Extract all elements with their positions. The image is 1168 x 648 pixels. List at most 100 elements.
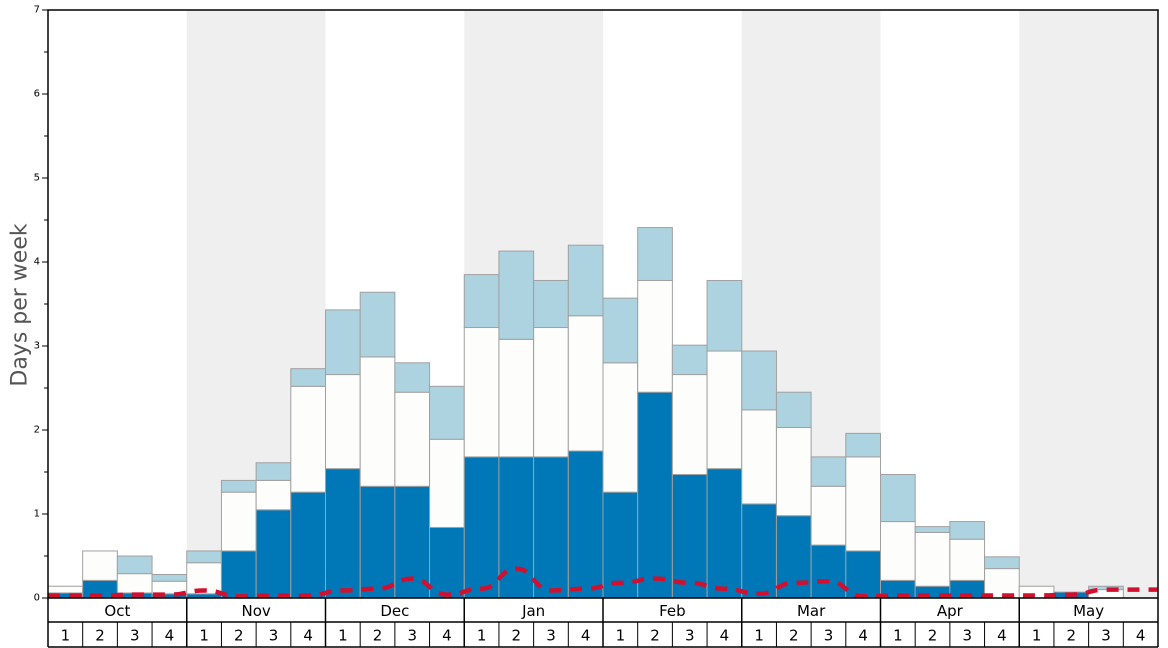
- week-label: 1: [338, 627, 348, 645]
- month-band-may: [1019, 10, 1158, 598]
- bar-top-23: [845, 432, 881, 458]
- bar-top-15: [567, 244, 604, 317]
- bar-bottom-18: [671, 474, 708, 599]
- y-tick-label: 2: [34, 425, 40, 436]
- bar-bottom-19: [706, 468, 743, 599]
- bar-bottom-20: [741, 503, 777, 599]
- bar-bottom-14: [533, 456, 569, 599]
- bar-middle-14: [533, 327, 569, 458]
- bar-top-12: [463, 274, 500, 329]
- week-label: 3: [269, 627, 279, 645]
- bar-top-16: [602, 297, 639, 364]
- bar-top-25: [914, 526, 951, 533]
- bar-top-24: [880, 474, 916, 523]
- y-tick-label: 6: [34, 89, 40, 100]
- bar-middle-10: [394, 391, 431, 487]
- bar-middle-25: [914, 531, 951, 587]
- bar-top-20: [741, 350, 777, 411]
- bar-middle-22: [810, 485, 847, 546]
- bar-middle-13: [498, 338, 535, 458]
- week-label: 3: [962, 627, 972, 645]
- bar-top-10: [394, 362, 431, 393]
- week-label: 4: [997, 627, 1007, 645]
- week-label: 4: [581, 627, 591, 645]
- bar-middle-15: [567, 315, 604, 452]
- week-label: 2: [928, 627, 938, 645]
- bar-bottom-7: [290, 491, 326, 599]
- bar-middle-19: [706, 350, 743, 470]
- month-label-mar: Mar: [797, 602, 826, 620]
- bar-bottom-5: [220, 550, 257, 599]
- week-label: 3: [824, 627, 834, 645]
- bar-top-5: [220, 479, 257, 493]
- bar-middle-18: [671, 374, 708, 476]
- bar-top-14: [533, 279, 569, 329]
- y-axis-label: Days per week: [8, 223, 33, 386]
- y-tick-label: 0: [34, 593, 40, 604]
- bar-top-22: [810, 456, 847, 487]
- bar-top-3: [151, 573, 188, 582]
- week-label: 2: [789, 627, 799, 645]
- week-label: 2: [512, 627, 522, 645]
- week-label: 3: [130, 627, 140, 645]
- week-label: 4: [858, 627, 868, 645]
- month-label-feb: Feb: [659, 602, 686, 620]
- bar-top-19: [706, 279, 743, 352]
- bar-bottom-13: [498, 456, 535, 599]
- x-axis: Oct 1 2 3 4 Nov 1 2 3 4 Dec 1 2 3 4 Jan 1 2 3 4 Feb 1 2 3 4 Mar 1 2…: [47, 598, 1159, 648]
- bar-bottom-22: [810, 544, 847, 599]
- week-label: 1: [61, 627, 71, 645]
- bar-top-27: [984, 556, 1020, 570]
- week-label: 1: [754, 627, 764, 645]
- week-label: 2: [95, 627, 105, 645]
- month-label-oct: Oct: [104, 602, 130, 620]
- week-label: 1: [199, 627, 209, 645]
- bar-bottom-6: [255, 509, 292, 599]
- bar-middle-7: [290, 385, 326, 493]
- bar-top-26: [949, 521, 986, 540]
- week-label: 2: [234, 627, 244, 645]
- month-label-apr: Apr: [937, 602, 964, 620]
- week-label: 3: [685, 627, 695, 645]
- y-tick-label: 3: [34, 341, 40, 352]
- bar-top-4: [186, 550, 222, 564]
- week-label: 2: [373, 627, 383, 645]
- bar-top-9: [359, 291, 396, 358]
- bar-bottom-8: [325, 468, 361, 599]
- dashed-line-series: [48, 566, 1158, 599]
- y-tick-label: 5: [34, 173, 40, 184]
- week-label: 3: [407, 627, 417, 645]
- week-label: 1: [616, 627, 626, 645]
- bar-top-8: [325, 309, 361, 376]
- week-label: 4: [442, 627, 452, 645]
- bar-middle-6: [255, 479, 292, 511]
- bar-top-7: [290, 368, 326, 387]
- week-label: 4: [165, 627, 175, 645]
- bar-top-6: [255, 462, 292, 481]
- bar-top-2: [116, 555, 153, 575]
- bar-bottom-17: [637, 391, 673, 599]
- week-label: 1: [893, 627, 903, 645]
- y-tick-label: 1: [34, 509, 40, 520]
- bar-middle-26: [949, 538, 986, 581]
- bar-top-21: [775, 391, 812, 428]
- bar-middle-24: [880, 521, 916, 581]
- month-label-jan: Jan: [521, 602, 545, 620]
- bar-middle-17: [637, 279, 673, 393]
- bar-middle-16: [602, 362, 639, 493]
- bar-bottom-11: [429, 526, 465, 599]
- bar-bottom-15: [567, 450, 604, 599]
- bar-middle-12: [463, 327, 500, 458]
- line-dashed: [48, 566, 1158, 599]
- bar-middle-20: [741, 409, 777, 505]
- bar-middle-8: [325, 374, 361, 470]
- y-tick-label: 4: [34, 257, 40, 268]
- week-label: 3: [1101, 627, 1111, 645]
- week-label: 4: [303, 627, 313, 645]
- week-label: 1: [477, 627, 487, 645]
- bar-bottom-12: [463, 456, 500, 599]
- bar-middle-1: [82, 550, 118, 581]
- bar-top-13: [498, 250, 535, 340]
- bar-middle-5: [220, 491, 257, 552]
